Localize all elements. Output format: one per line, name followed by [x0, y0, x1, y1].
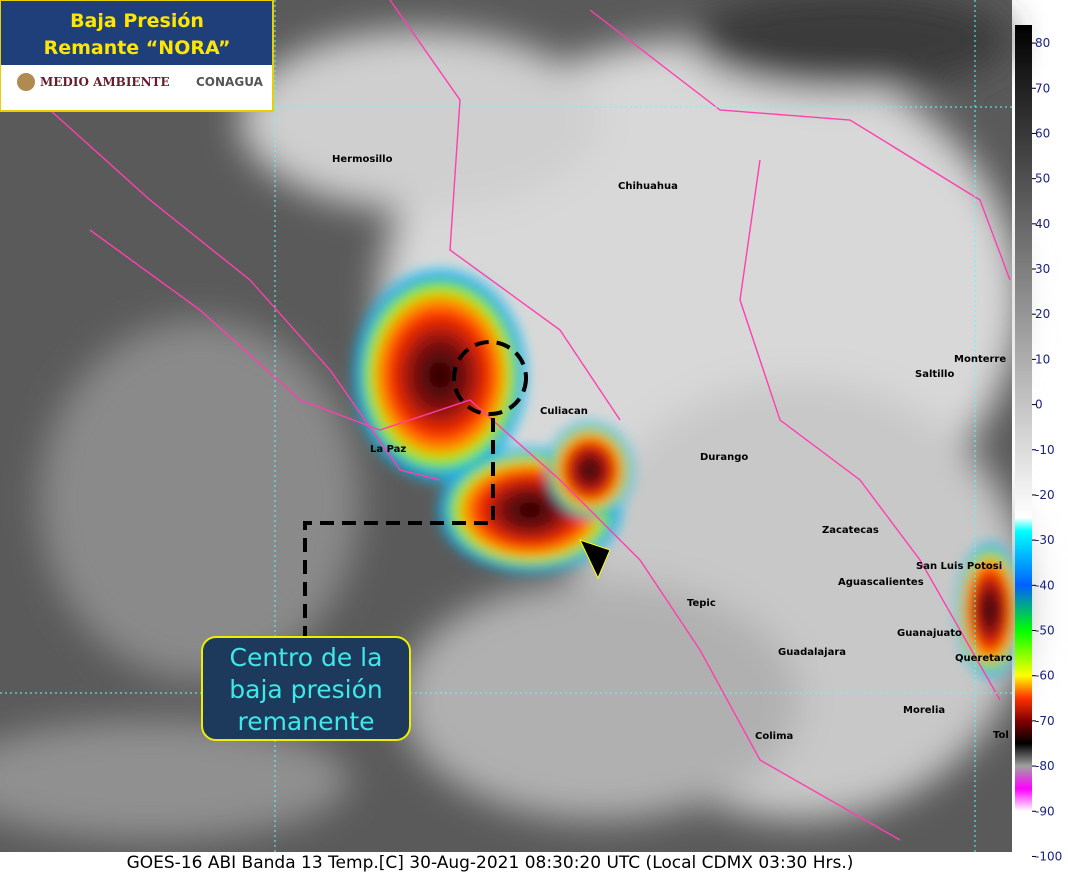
colorbar-label: -40: [1035, 578, 1055, 592]
colorbar-label: 70: [1035, 81, 1050, 95]
colorbar-label: 20: [1035, 307, 1050, 321]
city: Hermosillo: [332, 154, 393, 165]
colorbar-label: -60: [1035, 669, 1055, 683]
footer-band: [0, 852, 1012, 879]
city: Saltillo: [915, 369, 954, 380]
colorbar-label: 0: [1035, 398, 1043, 412]
city: La Paz: [370, 444, 406, 455]
logo-icon: [17, 73, 35, 91]
colorbar-label: -50: [1035, 624, 1055, 638]
city: Morelia: [903, 705, 945, 716]
clouds: [0, 0, 1030, 840]
logo-right: CONAGUA: [196, 75, 264, 89]
colorbar-label: 60: [1035, 126, 1050, 140]
city: Monterre: [954, 354, 1006, 365]
annotation: Centro de la baja presión remanente: [229, 643, 383, 736]
arrow: [579, 539, 611, 580]
city: Guadalajara: [778, 647, 846, 658]
footer: GOES-16 ABI Banda 13 Temp.[C] 30-Aug-202…: [127, 853, 854, 873]
title-line: Baja Presión: [70, 10, 204, 32]
city: Aguascalientes: [838, 577, 924, 588]
colorbar-label: -70: [1035, 714, 1055, 728]
logo-left: MEDIO AMBIENTE: [40, 75, 170, 89]
colorbar-label: 10: [1035, 352, 1050, 366]
city: San Luis Potosi: [916, 561, 1002, 572]
center-marker: [303, 340, 528, 636]
header-title: Baja Presión Remante “NORA”: [44, 10, 231, 59]
annotation-line: Centro de la: [230, 643, 383, 672]
colorbar-label: 80: [1035, 36, 1050, 50]
city: Tepic: [687, 598, 716, 609]
colorbar-label: 50: [1035, 172, 1050, 186]
city-labels: Hermosillo Chihuahua Culiacan La Paz Dur…: [332, 154, 1013, 742]
annotation-line: remanente: [237, 707, 374, 736]
city: Durango: [700, 452, 748, 463]
city: Queretaro: [955, 653, 1013, 664]
borders: [49, 0, 1011, 841]
colorbar-label: -100: [1035, 849, 1062, 863]
colorbar: [1015, 25, 1032, 870]
annotation-line: baja presión: [229, 675, 383, 704]
colorbar-label: 40: [1035, 217, 1050, 231]
city: Chihuahua: [618, 181, 678, 192]
city: Colima: [755, 731, 793, 742]
city: Culiacan: [540, 406, 588, 417]
colorbar-label: -10: [1035, 443, 1055, 457]
annotation-box: [201, 636, 411, 741]
storms: [350, 265, 1025, 680]
header-band: [1, 1, 272, 65]
city: Guanajuato: [897, 628, 962, 639]
title-line: Remante “NORA”: [44, 37, 231, 59]
colorbar-label: -90: [1035, 804, 1055, 818]
colorbar-label: 30: [1035, 262, 1050, 276]
city: Tol: [993, 730, 1009, 741]
colorbar-label: -20: [1035, 488, 1055, 502]
colorbar-label: -30: [1035, 533, 1055, 547]
colorbar-label: -80: [1035, 759, 1055, 773]
city: Zacatecas: [822, 525, 879, 536]
